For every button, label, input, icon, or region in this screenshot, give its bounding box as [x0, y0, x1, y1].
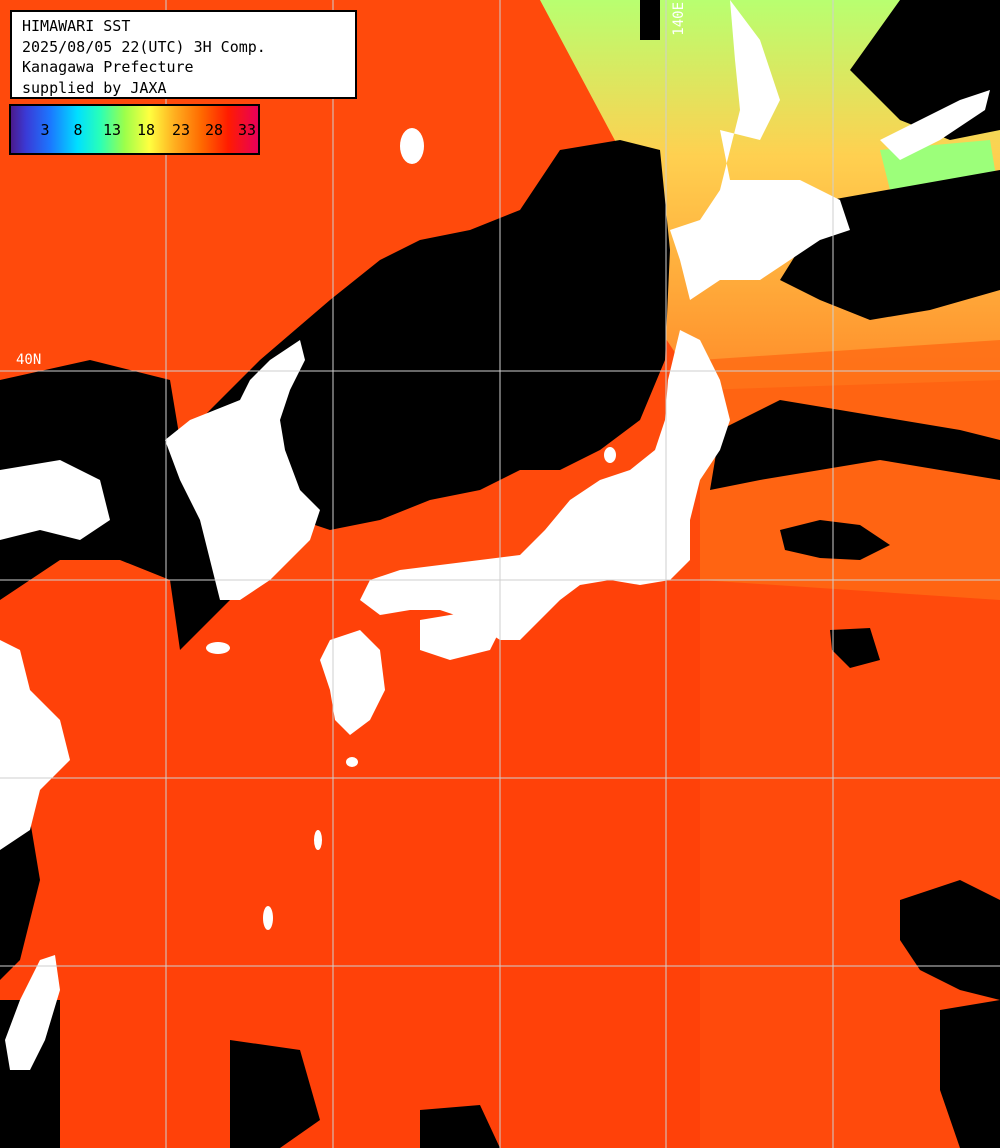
info-box: HIMAWARI SST 2025/08/05 22(UTC) 3H Comp.… — [10, 10, 357, 99]
region-name: Kanagawa Prefecture — [22, 58, 194, 76]
liaodong — [0, 460, 110, 540]
legend-tick: 3 — [40, 121, 50, 139]
legend-tick: 8 — [73, 121, 83, 139]
taiwan — [5, 955, 60, 1070]
lon-label-140e: 140E — [671, 2, 687, 36]
lat-label-30n: 30N — [16, 759, 42, 775]
china-coast — [0, 640, 70, 850]
legend-tick: 23 — [171, 121, 191, 139]
legend-tick: 18 — [136, 121, 156, 139]
data-credit: supplied by JAXA — [22, 78, 167, 97]
korea — [165, 340, 320, 600]
observation-datetime: 2025/08/05 22(UTC) 3H Comp. — [22, 37, 266, 56]
lat-label-40n: 40N — [16, 352, 42, 368]
legend-tick: 33 — [237, 121, 257, 139]
land — [0, 0, 990, 1070]
shikoku — [420, 610, 500, 660]
sakhalin — [880, 90, 990, 160]
temperature-color-scale: 3 8 13 18 23 28 33 — [9, 104, 260, 155]
product-title: HIMAWARI SST — [22, 17, 131, 35]
legend-tick: 28 — [204, 121, 224, 139]
hokkaido — [670, 0, 850, 300]
kyushu — [320, 630, 385, 735]
honshu — [360, 330, 730, 640]
legend-tick: 13 — [102, 121, 122, 139]
